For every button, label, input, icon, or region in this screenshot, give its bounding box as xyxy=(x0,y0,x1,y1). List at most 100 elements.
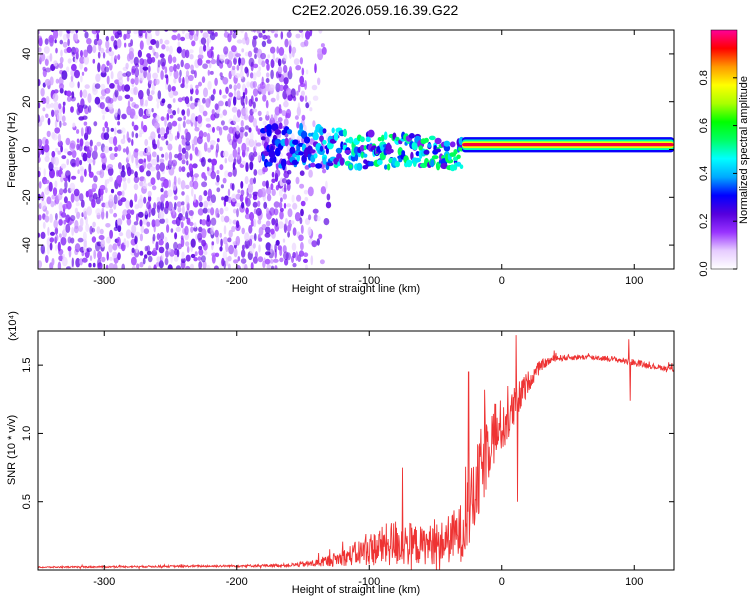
spectrogram-cell xyxy=(99,184,106,191)
spectrogram-cell xyxy=(104,87,111,94)
spectrogram-cell xyxy=(147,255,153,263)
spectrogram-cell xyxy=(266,193,272,202)
spectrogram-cell xyxy=(200,30,204,34)
spectrogram-cell xyxy=(304,80,307,90)
spectrogram-cell xyxy=(75,30,79,34)
spectrogram-cell xyxy=(94,145,98,152)
spectrogram-cell xyxy=(298,30,304,34)
spectrogram-cell xyxy=(117,194,121,201)
spectrogram-cell xyxy=(269,156,275,163)
spectrogram-cell xyxy=(145,108,152,117)
spectrogram-cell xyxy=(139,40,144,50)
spectrogram-cell xyxy=(185,119,191,125)
spectrogram-cell xyxy=(223,236,228,245)
spectrogram-cell xyxy=(80,199,85,208)
spectrogram-cell xyxy=(122,181,127,191)
spectrogram-cell xyxy=(144,209,148,216)
spectrogram-cell xyxy=(181,191,185,196)
spectrogram-cell xyxy=(45,210,49,215)
spectrogram-cell xyxy=(150,177,156,186)
spectrogram-cell xyxy=(139,250,144,256)
spectrogram-cell xyxy=(266,124,273,131)
spectrogram-cell xyxy=(184,128,189,136)
spectrogram-cell xyxy=(311,84,318,91)
spectrogram-cell xyxy=(296,153,301,162)
spectrogram-cell xyxy=(286,31,292,38)
spectrogram-cell xyxy=(42,221,46,229)
spectrogram-cell xyxy=(440,162,448,170)
spectrogram-cell xyxy=(237,256,241,262)
colorbar-tick-label: 0.4 xyxy=(698,166,710,181)
spectrogram-cell xyxy=(46,196,52,205)
spectrogram-cell xyxy=(248,224,253,234)
spectrogram-cell xyxy=(203,131,208,138)
spectrogram-cell xyxy=(201,181,208,188)
spectrogram-cell xyxy=(79,56,85,64)
spectrogram-cell xyxy=(249,131,254,142)
spectrogram-cell xyxy=(74,33,78,42)
spectrogram-cell xyxy=(173,64,177,72)
spectrogram-cell xyxy=(70,158,77,167)
spectrogram-cell xyxy=(211,241,215,246)
spectrogram-cell xyxy=(155,262,160,267)
spectrogram-cell xyxy=(281,178,287,184)
spectrogram-cell xyxy=(253,177,256,185)
spectrogram-cell xyxy=(164,39,170,45)
spectrogram-cell xyxy=(85,223,90,233)
spectrogram-cell xyxy=(108,97,114,104)
spectrogram-cell xyxy=(260,52,266,60)
spectrogram-cell xyxy=(197,58,203,66)
spectrogram-cell xyxy=(222,150,229,158)
spectrogram-cell xyxy=(73,188,80,197)
snr-xlabel: Height of straight line (km) xyxy=(292,584,420,596)
spectrogram-cell xyxy=(203,87,208,98)
spectrogram-cell xyxy=(257,219,262,225)
spectrogram-cell xyxy=(317,48,323,55)
spectrogram-cell xyxy=(326,193,331,201)
spectrogram-cell xyxy=(212,88,216,95)
spectrogram-cell xyxy=(201,228,207,239)
spectrogram-cell xyxy=(323,218,330,226)
spectrogram-cell xyxy=(415,151,420,157)
spectrogram-cell xyxy=(139,150,145,157)
spectrogram-cell xyxy=(71,91,75,99)
spectrogram-cell xyxy=(266,186,272,195)
spectrogram-cell xyxy=(201,239,207,247)
spectrogram-cell xyxy=(331,127,335,134)
spectrogram-cell xyxy=(82,115,88,120)
spectrogram-cell xyxy=(286,203,292,208)
spectrogram-cell xyxy=(240,57,246,66)
spectrogram-cell xyxy=(210,207,215,216)
spectrogram-cell xyxy=(97,250,102,260)
spectrogram-cell xyxy=(152,185,157,191)
spectrogram-cell xyxy=(428,135,436,141)
spectrogram-cell xyxy=(158,246,165,254)
spectrogram-cell xyxy=(257,152,261,162)
spectrogram-cell xyxy=(166,224,170,233)
spectrogram-cell xyxy=(147,195,152,202)
spectrogram-cell xyxy=(365,136,371,143)
spectrogram-cell xyxy=(320,186,327,195)
spectrogram-cell xyxy=(71,63,77,72)
spectrogram-cell xyxy=(283,202,287,209)
spectrogram-cell xyxy=(181,48,187,59)
spectrogram-cell xyxy=(207,208,211,213)
spectrogram-cell xyxy=(57,261,62,269)
spectrogram-cell xyxy=(173,70,179,80)
spectrogram-cells xyxy=(38,30,674,269)
spectrogram-cell xyxy=(124,42,127,48)
spectrogram-cell xyxy=(134,231,141,237)
spectrogram-cell xyxy=(109,256,113,261)
spectrogram-cell xyxy=(423,149,430,155)
spectrogram-cell xyxy=(133,56,139,66)
spectrogram-cell xyxy=(121,165,125,172)
spectrogram-cell xyxy=(139,219,143,227)
spectrogram-cell xyxy=(155,40,160,49)
spectrogram-cell xyxy=(265,100,269,109)
spectrogram-cell xyxy=(205,59,211,64)
spectrogram-cell xyxy=(171,30,178,33)
spectrogram-cell xyxy=(62,122,67,126)
spectrogram-cell xyxy=(248,138,255,148)
spectrogram-cell xyxy=(270,97,276,103)
spectrogram-cell xyxy=(202,97,206,104)
